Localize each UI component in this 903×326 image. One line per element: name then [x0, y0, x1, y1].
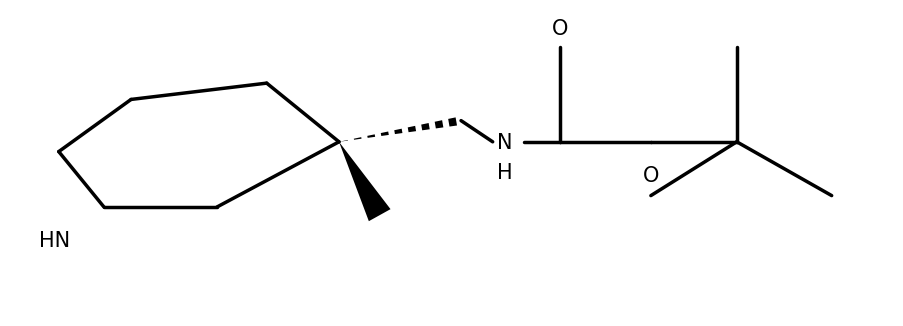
Polygon shape	[380, 131, 388, 136]
Text: H: H	[496, 163, 512, 183]
Polygon shape	[353, 137, 361, 140]
Polygon shape	[394, 129, 402, 134]
Polygon shape	[339, 142, 390, 221]
Polygon shape	[434, 120, 442, 128]
Text: HN: HN	[39, 231, 70, 251]
Polygon shape	[448, 117, 457, 126]
Polygon shape	[340, 140, 348, 141]
Text: O: O	[552, 19, 568, 39]
Polygon shape	[421, 123, 429, 130]
Text: O: O	[642, 166, 658, 186]
Polygon shape	[367, 134, 375, 138]
Polygon shape	[407, 126, 415, 132]
Text: N: N	[496, 133, 512, 154]
